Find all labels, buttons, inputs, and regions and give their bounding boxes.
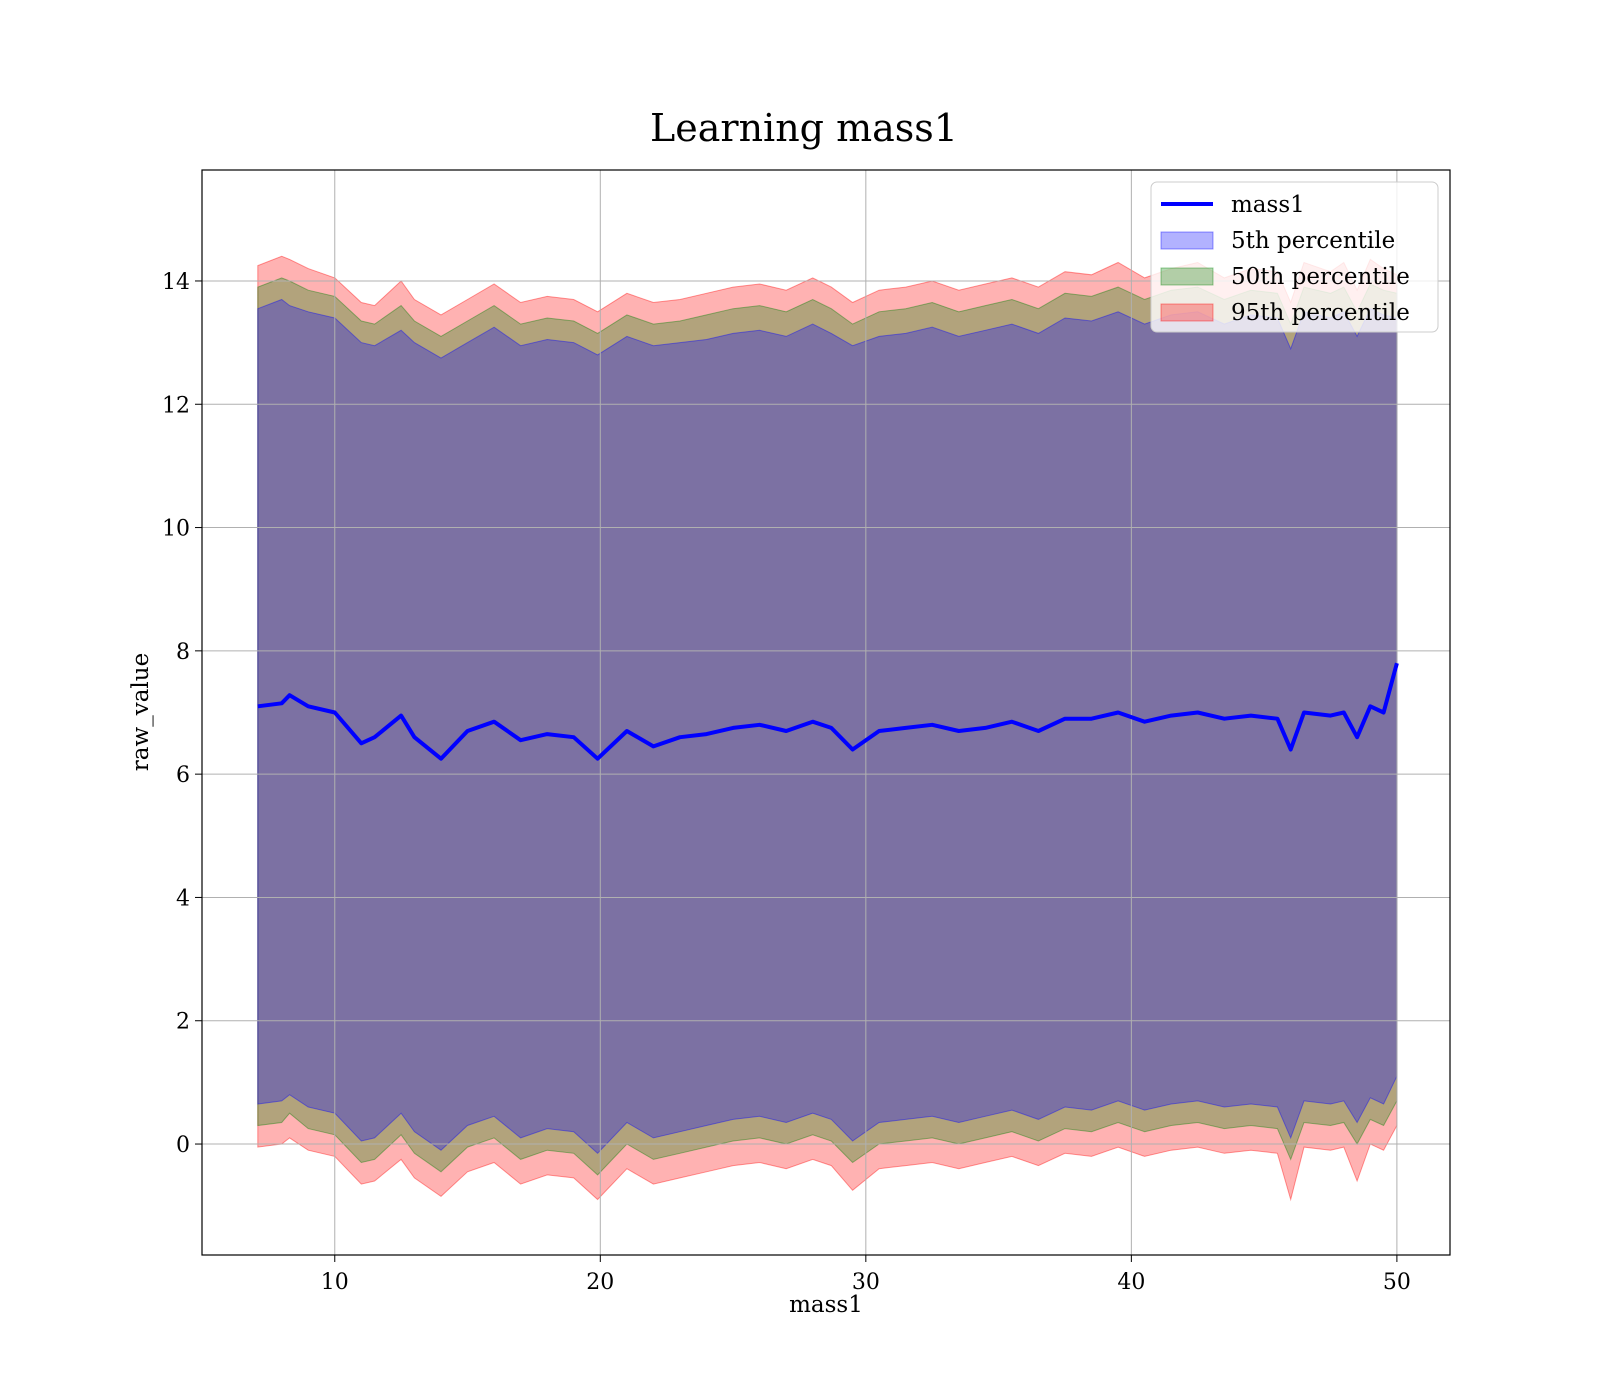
legend-label: 50th percentile xyxy=(1231,264,1410,290)
legend-swatch-band xyxy=(1160,231,1214,250)
legend-label: 95th percentile xyxy=(1231,300,1410,326)
legend-swatch-band xyxy=(1160,303,1214,322)
y-tick-label: 6 xyxy=(176,763,190,788)
ticks-layer: 10 20 30 40 50 0 2 4 6 8 10 12 14 xyxy=(162,270,1411,1295)
x-tick-label: 50 xyxy=(1383,1270,1411,1295)
legend: mass1 5th percentile 50th percentile 95th p… xyxy=(1150,181,1439,333)
legend-label: mass1 xyxy=(1231,192,1305,218)
line-layer xyxy=(257,662,1399,761)
y-tick-label: 12 xyxy=(162,393,190,418)
x-tick-label: 10 xyxy=(321,1270,349,1295)
chart-title: Learning mass1 xyxy=(650,106,958,150)
legend-label: 5th percentile xyxy=(1231,228,1395,254)
plot-frame xyxy=(201,169,1451,1256)
x-tick-label: 30 xyxy=(852,1270,880,1295)
legend-box xyxy=(1150,181,1439,333)
y-tick-label: 10 xyxy=(162,517,190,542)
legend-swatch-band xyxy=(1160,267,1214,286)
series-line-mass1 xyxy=(257,662,1399,761)
y-tick-label: 8 xyxy=(176,640,190,665)
x-tick-label: 40 xyxy=(1117,1270,1145,1295)
y-tick-label: 4 xyxy=(176,886,190,911)
y-tick-label: 2 xyxy=(176,1010,190,1035)
y-tick-label: 14 xyxy=(162,270,190,295)
x-tick-label: 20 xyxy=(586,1270,614,1295)
x-axis-label: mass1 xyxy=(789,1292,863,1318)
grid-layer xyxy=(202,170,1450,1255)
y-axis-label: raw_value xyxy=(128,653,154,771)
y-tick-label: 0 xyxy=(176,1133,190,1158)
